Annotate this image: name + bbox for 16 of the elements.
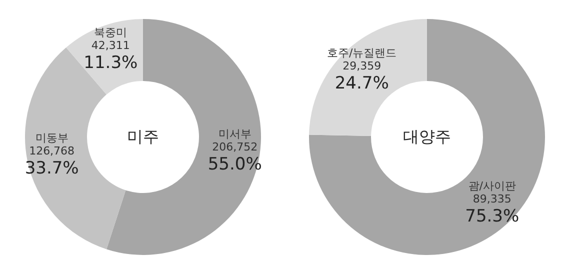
- data-label: 24.7%: [334, 74, 389, 94]
- data-label: 11.3%: [84, 52, 138, 73]
- text: 89,335: [472, 192, 512, 206]
- slice-label: 북중미: [94, 26, 128, 39]
- data-label: 33.7%: [24, 158, 79, 178]
- slice-label: 호주/뉴질랜드: [327, 46, 397, 60]
- text: 206,752: [212, 140, 258, 154]
- donut-slice: [309, 19, 545, 255]
- text: 42,311: [91, 38, 130, 52]
- text: 미주: [127, 127, 159, 146]
- text: 대양주: [403, 127, 451, 146]
- slice-label: 괌/사이판: [468, 179, 516, 192]
- text: 126,768: [29, 144, 75, 158]
- text: 29,359: [342, 60, 382, 73]
- slice-label: 미서부: [218, 128, 252, 141]
- slice-label: 미동부: [35, 131, 68, 144]
